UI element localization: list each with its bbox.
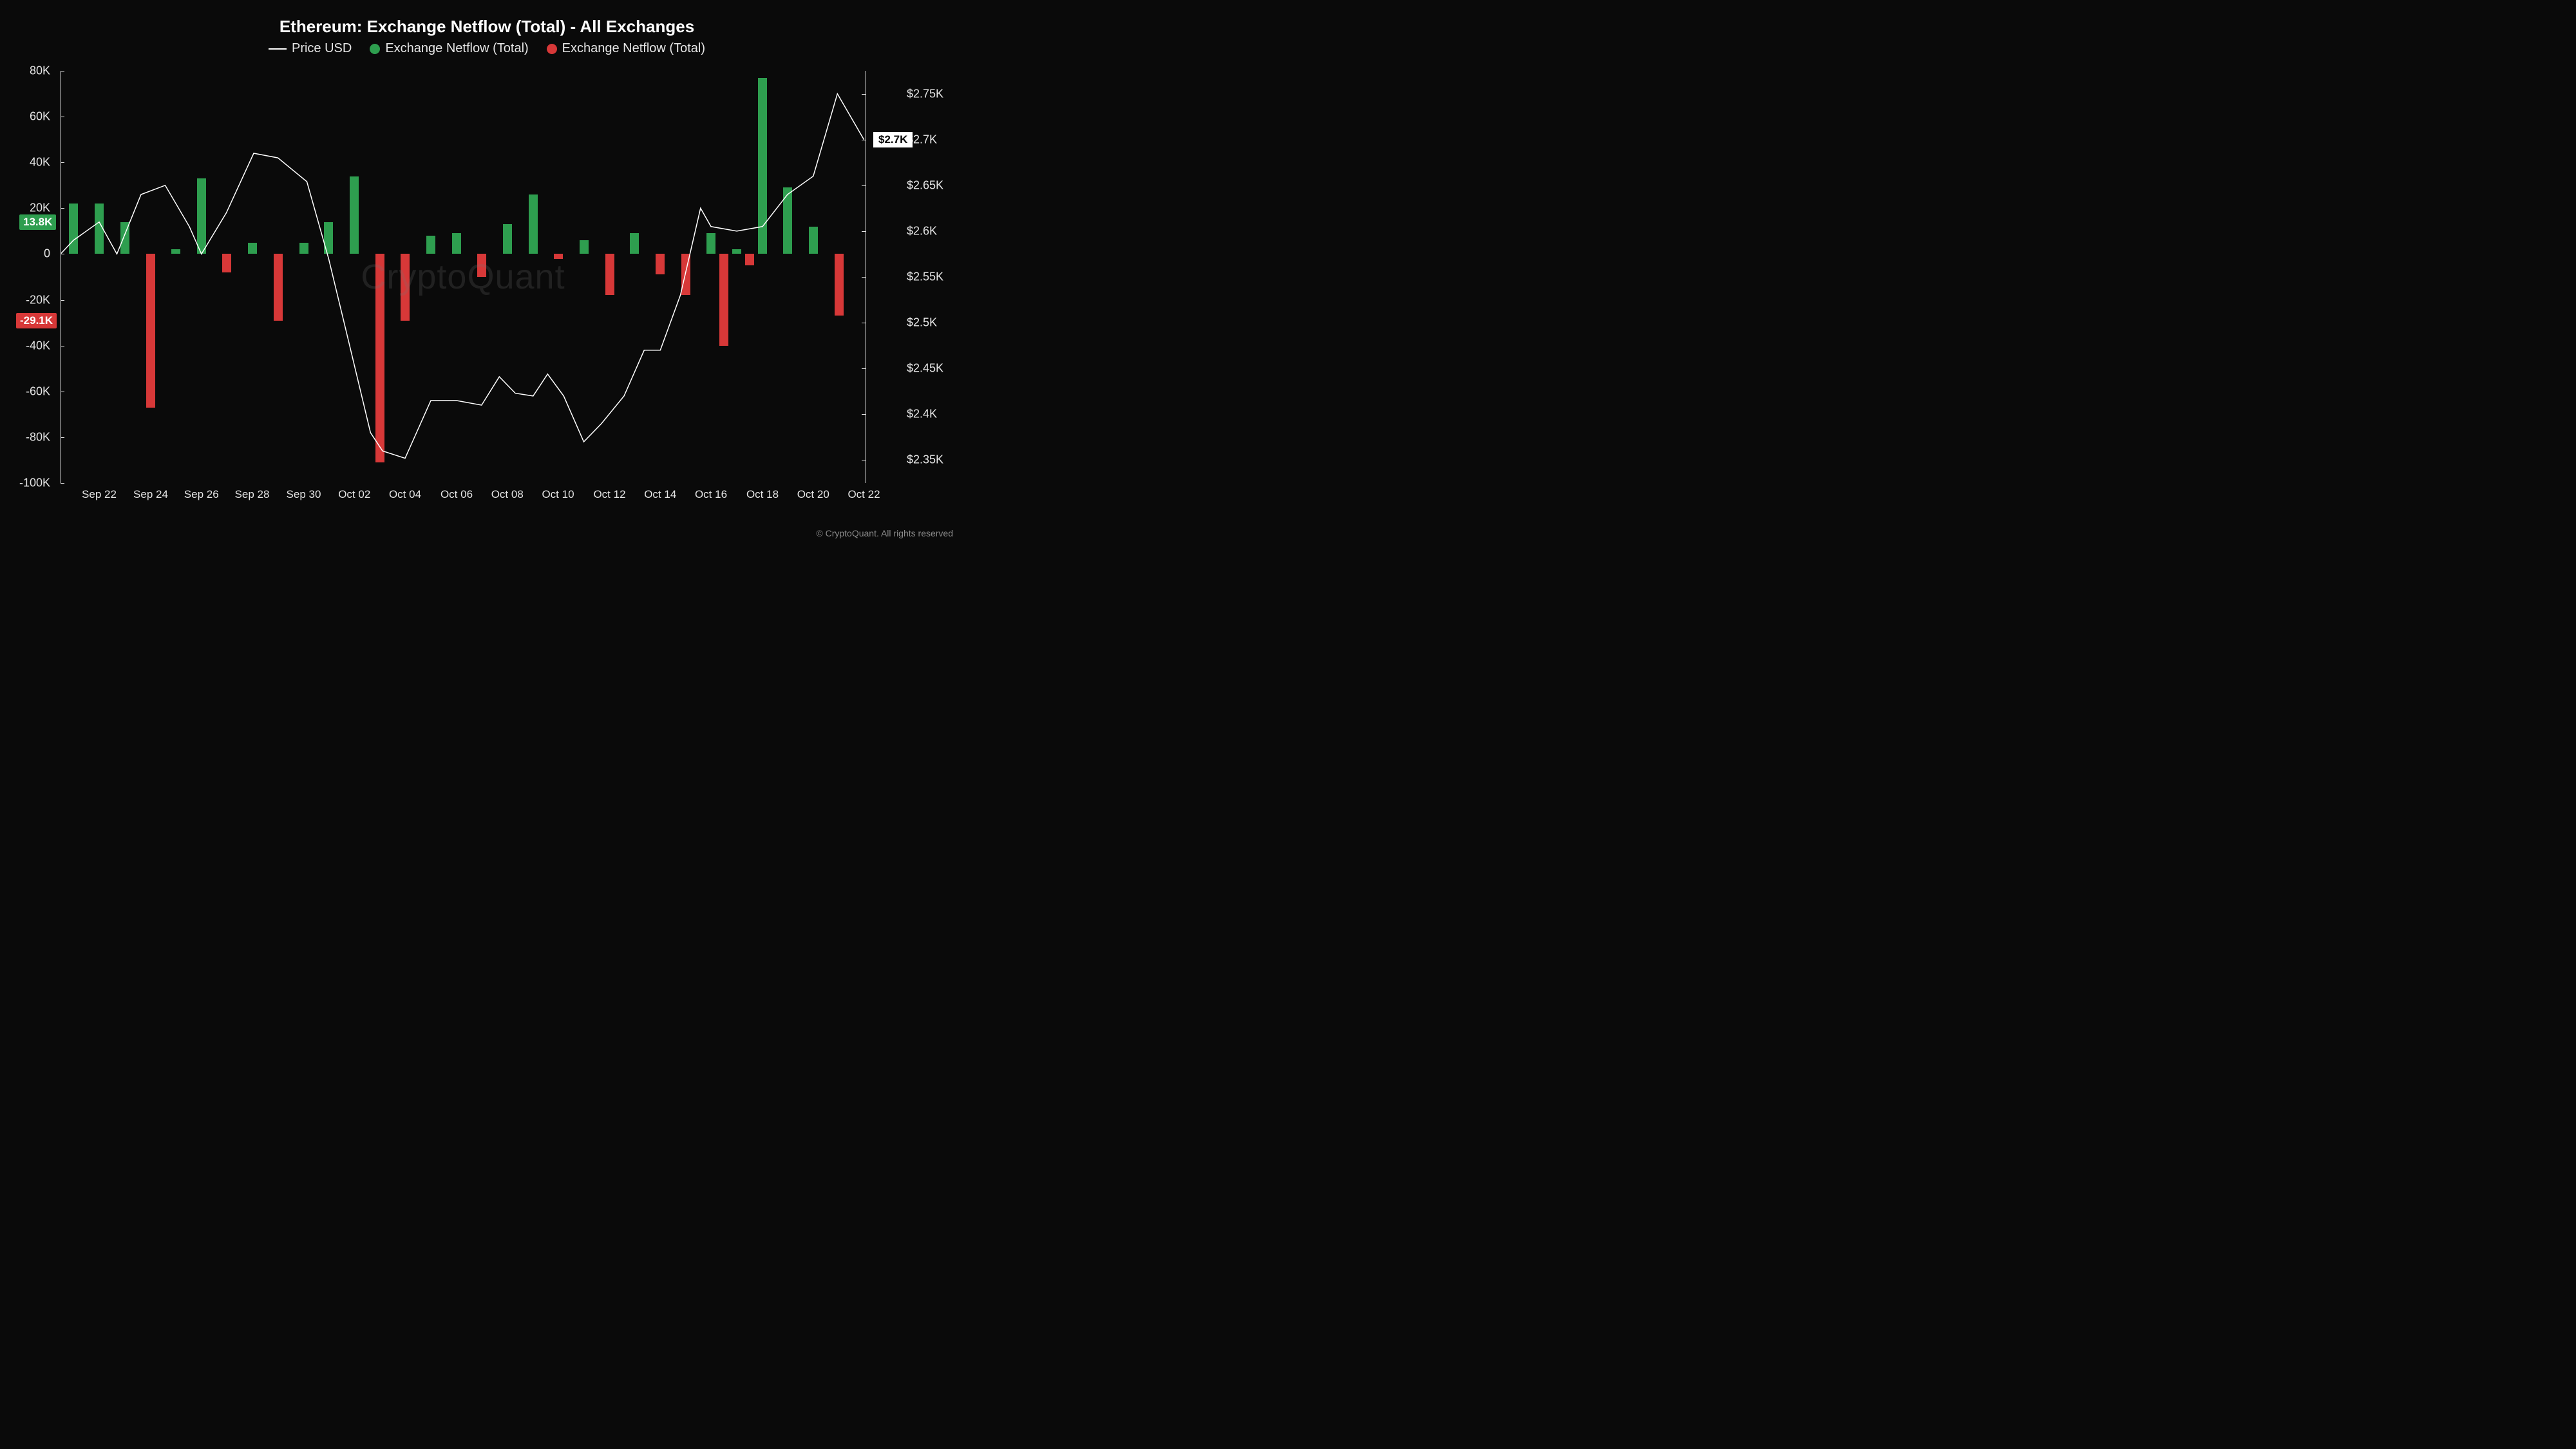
- netflow-bar-positive: [350, 176, 359, 254]
- netflow-bar-positive: [299, 243, 308, 254]
- netflow-bar-positive: [529, 194, 538, 254]
- tick-mark: [862, 94, 866, 95]
- netflow-bar-negative: [681, 254, 690, 295]
- netflow-bar-positive: [95, 204, 104, 254]
- netflow-bar-negative: [835, 254, 844, 316]
- tick-mark: [862, 277, 866, 278]
- y-right-tick-label: $2.4K: [907, 408, 937, 421]
- legend-item-netflow-pos[interactable]: Exchange Netflow (Total): [370, 41, 528, 56]
- y-left-tick-label: -100K: [19, 477, 50, 490]
- chart-title: Ethereum: Exchange Netflow (Total) - All…: [0, 17, 974, 37]
- y-left-tick-label: -20K: [26, 293, 50, 307]
- legend: Price USD Exchange Netflow (Total) Excha…: [0, 41, 974, 56]
- tick-mark: [862, 231, 866, 232]
- legend-label: Exchange Netflow (Total): [385, 41, 528, 56]
- tick-mark: [862, 414, 866, 415]
- netflow-bar-positive: [120, 222, 129, 254]
- netflow-bar-positive: [809, 227, 818, 254]
- y-left-tick-label: 0: [44, 247, 50, 261]
- plot-area: CryptoQuant: [61, 71, 866, 483]
- y-right-tick-label: $2.75K: [907, 87, 943, 100]
- netflow-bar-positive: [706, 233, 715, 254]
- tick-mark: [61, 208, 64, 209]
- legend-label: Exchange Netflow (Total): [562, 41, 705, 56]
- netflow-negative-badge: -29.1K: [16, 313, 57, 328]
- x-tick-label: Oct 14: [644, 488, 676, 501]
- x-tick-label: Oct 10: [542, 488, 574, 501]
- y-right-tick-label: $2.45K: [907, 362, 943, 375]
- legend-line-icon: [269, 48, 287, 50]
- netflow-bar-negative: [656, 254, 665, 274]
- netflow-bar-positive: [426, 236, 435, 254]
- netflow-bar-negative: [605, 254, 614, 295]
- netflow-bar-positive: [171, 249, 180, 254]
- netflow-bar-negative: [146, 254, 155, 407]
- y-right-tick-label: $2.5K: [907, 316, 937, 330]
- y-left-tick-label: 60K: [30, 110, 50, 124]
- y-right-tick-label: $2.6K: [907, 224, 937, 238]
- y-axis-left: -100K-80K-60K-40K-20K020K40K60K80K: [0, 71, 55, 483]
- x-tick-label: Oct 22: [848, 488, 880, 501]
- netflow-bar-positive: [452, 233, 461, 254]
- price-badge: $2.7K: [873, 132, 913, 147]
- x-tick-label: Sep 30: [287, 488, 321, 501]
- y-left-tick-label: 20K: [30, 202, 50, 215]
- netflow-bar-positive: [503, 224, 512, 254]
- tick-mark: [61, 483, 64, 484]
- legend-label: Price USD: [292, 41, 352, 56]
- netflow-bar-positive: [69, 204, 78, 254]
- x-tick-label: Oct 18: [746, 488, 779, 501]
- y-left-tick-label: 40K: [30, 156, 50, 169]
- x-tick-label: Oct 16: [695, 488, 727, 501]
- netflow-bar-positive: [758, 78, 767, 254]
- x-tick-label: Sep 22: [82, 488, 117, 501]
- legend-dot-icon: [547, 44, 557, 54]
- netflow-bar-negative: [745, 254, 754, 265]
- watermark: CryptoQuant: [361, 257, 565, 297]
- x-tick-label: Oct 20: [797, 488, 829, 501]
- tick-mark: [862, 368, 866, 369]
- netflow-bar-positive: [783, 187, 792, 254]
- netflow-bar-positive: [732, 249, 741, 254]
- tick-mark: [61, 300, 64, 301]
- copyright: © CryptoQuant. All rights reserved: [816, 528, 953, 538]
- legend-item-price[interactable]: Price USD: [269, 41, 352, 56]
- netflow-bar-positive: [630, 233, 639, 254]
- netflow-bar-positive: [580, 240, 589, 254]
- y-left-tick-label: -80K: [26, 430, 50, 444]
- netflow-bar-positive: [248, 243, 257, 254]
- netflow-bar-negative: [274, 254, 283, 320]
- y-left-tick-label: -40K: [26, 339, 50, 352]
- netflow-bar-positive: [197, 178, 206, 254]
- x-tick-label: Sep 26: [184, 488, 219, 501]
- y-left-tick-label: 80K: [30, 64, 50, 78]
- netflow-bar-negative: [222, 254, 231, 272]
- netflow-bar-positive: [324, 222, 333, 254]
- tick-mark: [61, 162, 64, 163]
- netflow-positive-badge: 13.8K: [19, 214, 56, 230]
- y-right-tick-label: $2.55K: [907, 270, 943, 284]
- y-left-tick-label: -60K: [26, 384, 50, 398]
- x-tick-label: Sep 24: [133, 488, 168, 501]
- legend-dot-icon: [370, 44, 380, 54]
- x-tick-label: Oct 08: [491, 488, 524, 501]
- x-tick-label: Oct 12: [593, 488, 625, 501]
- tick-mark: [862, 185, 866, 186]
- x-tick-label: Sep 28: [235, 488, 270, 501]
- netflow-bar-negative: [719, 254, 728, 345]
- y-right-tick-label: $2.65K: [907, 178, 943, 192]
- y-right-tick-label: $2.35K: [907, 453, 943, 467]
- tick-mark: [61, 437, 64, 438]
- legend-item-netflow-neg[interactable]: Exchange Netflow (Total): [547, 41, 705, 56]
- x-tick-label: Oct 04: [389, 488, 421, 501]
- x-tick-label: Oct 06: [440, 488, 473, 501]
- chart-container: Ethereum: Exchange Netflow (Total) - All…: [0, 0, 974, 547]
- x-tick-label: Oct 02: [338, 488, 370, 501]
